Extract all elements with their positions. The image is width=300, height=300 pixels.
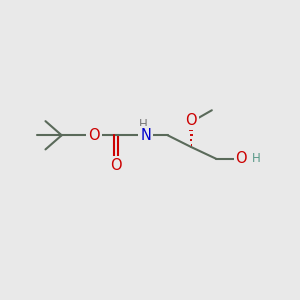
- Text: N: N: [140, 128, 151, 143]
- Text: O: O: [185, 113, 197, 128]
- Text: O: O: [236, 151, 247, 166]
- Text: O: O: [110, 158, 122, 173]
- Text: H: H: [252, 152, 260, 165]
- Text: O: O: [88, 128, 100, 143]
- Text: H: H: [139, 118, 148, 131]
